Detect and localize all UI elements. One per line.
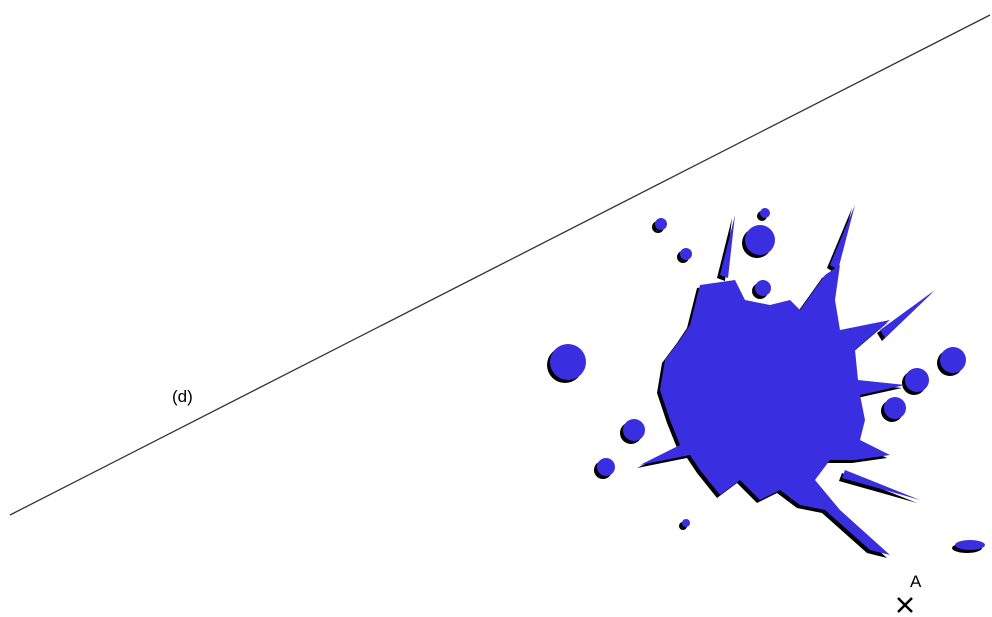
point-label: A <box>910 572 922 591</box>
line-d <box>9 14 991 516</box>
line-label: (d) <box>172 387 193 406</box>
point-a-marker <box>897 597 913 613</box>
ink-blot <box>550 205 985 555</box>
